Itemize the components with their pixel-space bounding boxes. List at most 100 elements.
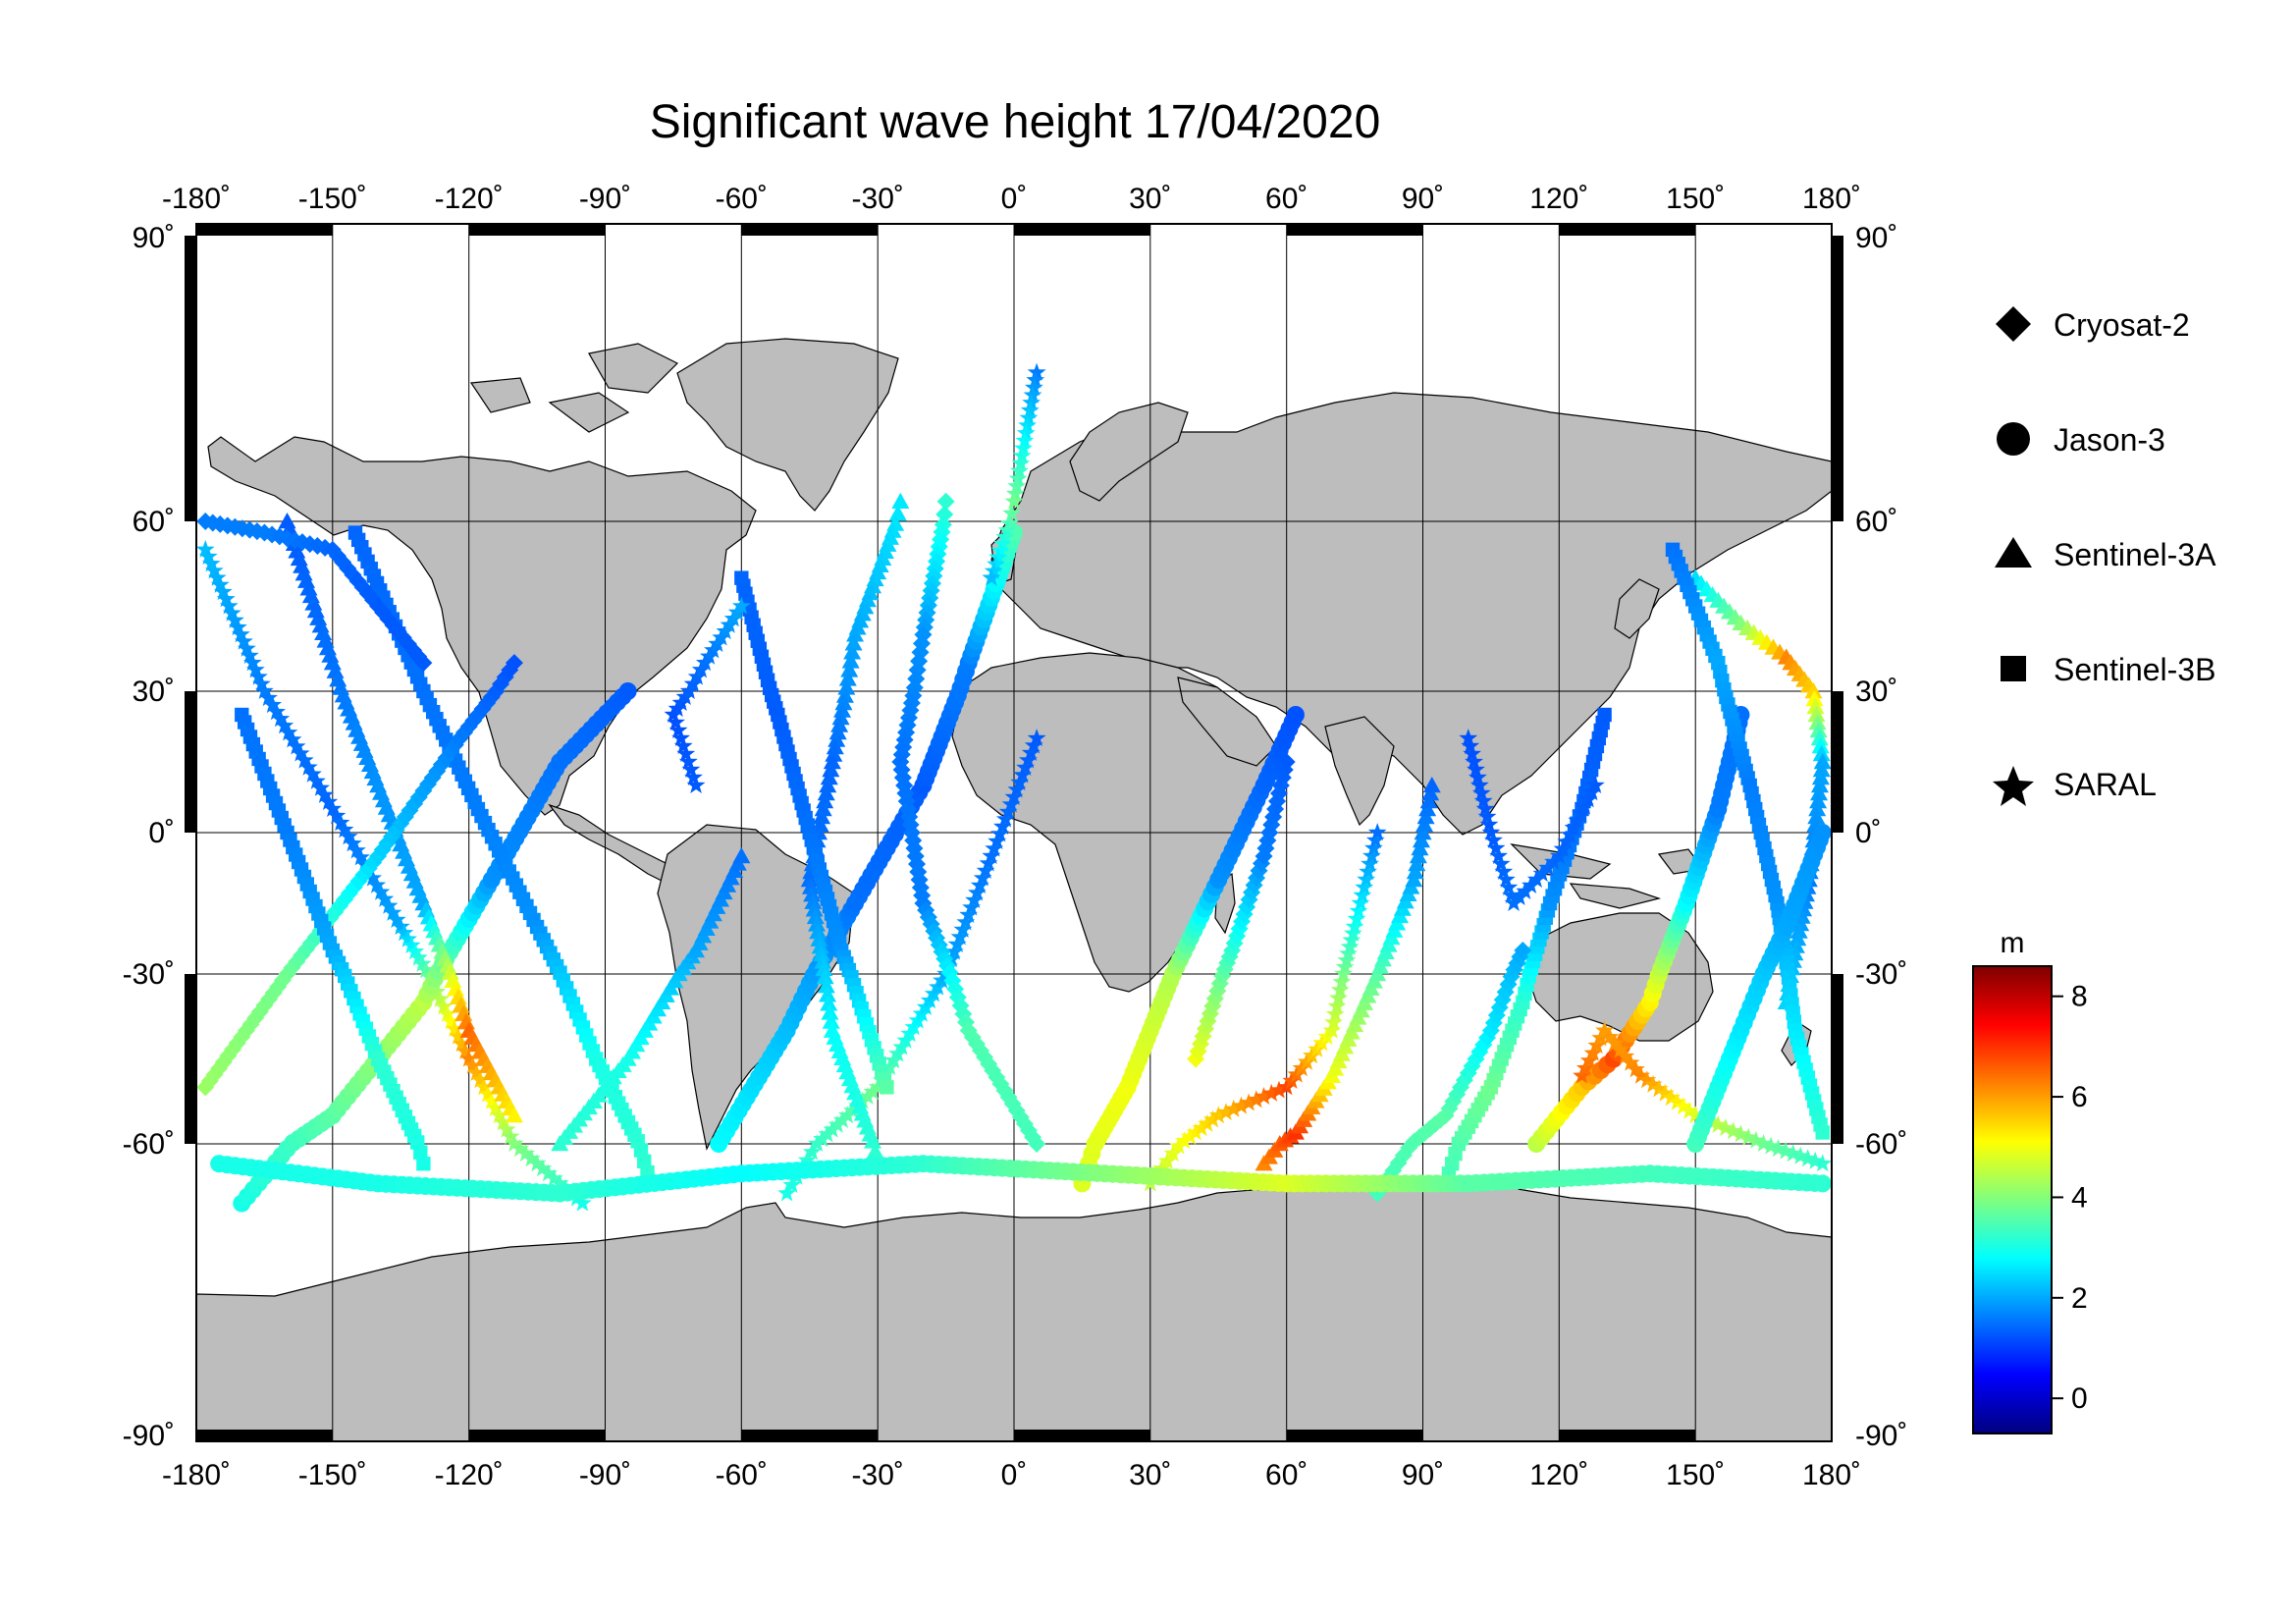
colorbar-tick-label: 4 — [2071, 1181, 2088, 1214]
track-point-saral — [375, 889, 395, 907]
frame-bar-top — [196, 224, 333, 236]
track-point-saral — [505, 1134, 524, 1152]
track-point-saral — [950, 927, 970, 946]
track-point-saral — [490, 1106, 508, 1124]
track-point-saral — [1012, 446, 1032, 464]
track-point-cryosat-2 — [505, 654, 523, 673]
track-point-saral — [1465, 752, 1483, 770]
track-point-saral — [1585, 776, 1605, 793]
track-point-saral — [271, 709, 291, 728]
track-point-sentinel-3a — [846, 625, 865, 642]
track-point-sentinel-3a — [1804, 682, 1823, 699]
track-point-saral — [1716, 1118, 1735, 1136]
track-point-saral — [1329, 988, 1348, 1006]
track-point-saral — [339, 827, 358, 845]
track-point-saral — [843, 1101, 862, 1119]
x-tick-label: 60˚ — [1265, 1459, 1308, 1491]
track-point-saral — [213, 582, 233, 601]
track-point-saral — [486, 1099, 506, 1116]
track-point-sentinel-3a — [1810, 784, 1829, 801]
track-point-saral — [1332, 972, 1352, 991]
frame-bar-bottom — [1559, 1430, 1696, 1441]
triangle-marker-icon — [1995, 537, 2032, 568]
x-tick-label: 0˚ — [1001, 1459, 1028, 1491]
track-point-sentinel-3a — [835, 686, 854, 703]
track-point-saral — [463, 1055, 482, 1074]
track-point-saral — [1334, 964, 1353, 982]
track-point-saral — [671, 729, 690, 746]
track-point-saral — [1024, 735, 1043, 754]
x-tick-label: 120˚ — [1529, 183, 1588, 215]
india — [1324, 716, 1395, 827]
track-point-saral — [1595, 1020, 1614, 1039]
x-tick-label: -90˚ — [579, 183, 631, 215]
x-tick-label: -60˚ — [716, 1459, 768, 1491]
track-point-saral — [965, 891, 984, 908]
track-point-saral — [201, 554, 221, 572]
track-point-cryosat-2 — [936, 492, 955, 511]
x-tick-label: 150˚ — [1666, 1459, 1725, 1491]
track-point-saral — [1247, 1090, 1266, 1109]
track-point-saral — [1491, 854, 1511, 872]
track-point-sentinel-3a — [1805, 690, 1824, 707]
track-point-saral — [1198, 1113, 1217, 1132]
legend-label: Jason-3 — [2054, 422, 2165, 458]
track-point-saral — [1680, 1101, 1699, 1119]
track-point-sentinel-3a — [806, 907, 825, 925]
track-point-saral — [1005, 484, 1025, 503]
track-point-saral — [681, 760, 701, 778]
track-point-cryosat-2 — [1028, 1135, 1046, 1153]
track-point-sentinel-3a — [820, 995, 838, 1011]
eurasia — [990, 392, 1832, 836]
track-point-saral — [668, 721, 688, 738]
track-point-saral — [1007, 476, 1027, 495]
colorbar-tick-label: 6 — [2071, 1081, 2088, 1113]
track-point-saral — [252, 674, 271, 692]
track-point-saral — [216, 589, 236, 608]
track-point-saral — [363, 868, 383, 887]
track-point-sentinel-3a — [817, 977, 835, 994]
track-point-saral — [521, 1149, 541, 1167]
track-point-saral — [1287, 1064, 1307, 1083]
track-point-saral — [1649, 1079, 1669, 1098]
track-point-saral — [335, 820, 354, 839]
track-point-saral — [1325, 1004, 1345, 1023]
track-point-saral — [953, 920, 973, 938]
track-point-saral — [1344, 924, 1362, 942]
track-point-saral — [1813, 1154, 1832, 1172]
track-point-saral — [985, 839, 1004, 857]
track-point-saral — [572, 1193, 592, 1212]
track-point-sentinel-3a — [801, 878, 820, 894]
track-point-saral — [1347, 909, 1366, 927]
track-point-sentinel-3a — [1810, 777, 1829, 793]
track-point-saral — [323, 799, 343, 817]
track-point-cryosat-2 — [1277, 753, 1296, 771]
track-point-saral — [1776, 1141, 1795, 1160]
track-point-saral — [1292, 1058, 1311, 1077]
track-point-saral — [196, 539, 215, 558]
track-point-saral — [225, 611, 244, 628]
track-point-saral — [993, 817, 1012, 835]
track-point-saral — [1317, 1027, 1337, 1046]
track-point-saral — [1010, 773, 1030, 790]
track-point-saral — [990, 824, 1009, 842]
track-point-saral — [1355, 878, 1374, 895]
track-point-saral — [1621, 1053, 1640, 1071]
track-point-saral — [1014, 438, 1033, 457]
track-point-saral — [1489, 846, 1508, 864]
x-tick-label: -120˚ — [435, 1459, 504, 1491]
track-point-saral — [1463, 744, 1481, 762]
legend-item-cryosat-2: Cryosat-2 — [1996, 306, 2190, 343]
track-point-saral — [1339, 944, 1358, 962]
x-tick-label: -180˚ — [162, 1459, 231, 1491]
track-point-sentinel-3a — [834, 694, 853, 711]
track-point-saral — [1322, 1020, 1342, 1039]
colorbar-tick-label: 8 — [2071, 981, 2088, 1013]
track-point-sentinel-3a — [864, 1132, 882, 1149]
legend-label: Sentinel-3B — [2054, 652, 2216, 687]
track-point-saral — [1261, 1083, 1281, 1102]
track-point-saral — [1312, 1033, 1332, 1052]
x-axis-top: -180˚ -150˚ -120˚ -90˚ -60˚ -30˚ 0˚ 30˚ … — [162, 183, 1861, 215]
track-point-sentinel-3b — [1815, 1125, 1830, 1140]
track-point-saral — [1340, 937, 1360, 955]
